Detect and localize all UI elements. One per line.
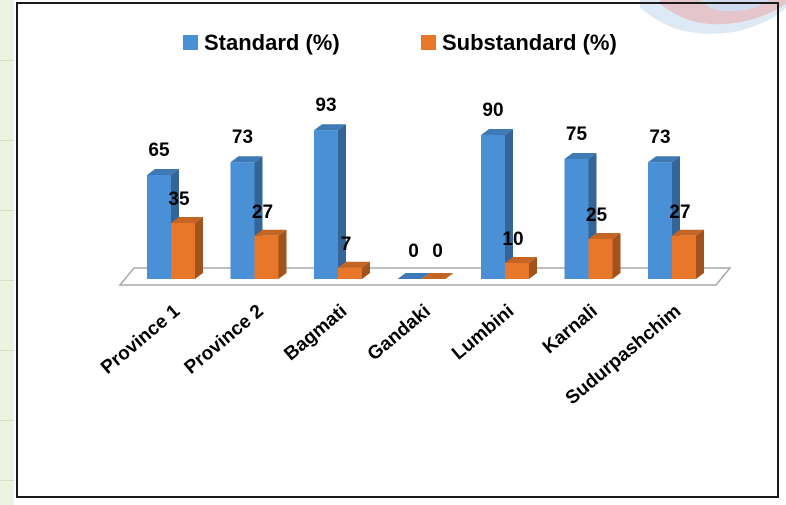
legend-label-standard: Standard (%)	[204, 30, 340, 55]
legend-label-substandard: Substandard (%)	[442, 30, 617, 55]
bar-province-1-substandard	[171, 217, 203, 279]
x-tick-label-gandaki: Gandaki	[364, 301, 435, 365]
legend-swatch-standard	[183, 35, 198, 50]
data-labels: 65 35 73 27 93 7 0 0 90 10 75 25 73 27	[148, 95, 690, 262]
data-label-lumbini-standard: 90	[482, 100, 503, 121]
corner-decoration	[640, 0, 786, 34]
x-tick-label-karnali: Karnali	[539, 301, 602, 358]
bar-lumbini-substandard	[505, 257, 537, 279]
bar-lumbini-standard	[481, 129, 513, 279]
bar-province-2-substandard	[254, 229, 287, 279]
bar-gandaki-standard	[397, 273, 430, 279]
data-label-province-2-standard: 73	[232, 127, 253, 148]
bar-bagmati-substandard	[338, 261, 370, 279]
chart-legend: Standard (%) Substandard (%)	[183, 30, 617, 55]
left-decorative-strip	[0, 0, 14, 505]
legend-swatch-substandard	[421, 35, 436, 50]
data-label-bagmati-substandard: 7	[341, 234, 352, 255]
data-label-karnali-standard: 75	[566, 124, 588, 145]
bar-sudurpashchim-substandard	[672, 229, 704, 279]
data-label-gandaki-standard: 0	[408, 241, 419, 262]
data-label-lumbini-substandard: 10	[502, 229, 523, 250]
data-label-province-2-substandard: 27	[252, 202, 273, 223]
data-label-sudurpashchim-standard: 73	[649, 127, 670, 148]
bar-gandaki-substandard	[421, 273, 454, 279]
data-label-sudurpashchim-substandard: 27	[669, 202, 690, 223]
chart-frame	[16, 2, 779, 498]
x-tick-label-province-1: Province 1	[97, 300, 184, 378]
bar-karnali-substandard	[588, 233, 621, 279]
data-label-province-1-standard: 65	[148, 140, 170, 161]
x-tick-label-province-2: Province 2	[181, 301, 268, 379]
data-label-karnali-substandard: 25	[586, 205, 608, 226]
bar-bagmati-standard	[314, 124, 346, 279]
x-tick-label-lumbini: Lumbini	[448, 301, 518, 365]
chart-bars	[147, 124, 704, 279]
x-tick-label-bagmati: Bagmati	[280, 301, 351, 365]
data-label-bagmati-standard: 93	[315, 95, 336, 116]
data-label-province-1-substandard: 35	[168, 189, 190, 210]
data-label-gandaki-substandard: 0	[432, 241, 443, 262]
